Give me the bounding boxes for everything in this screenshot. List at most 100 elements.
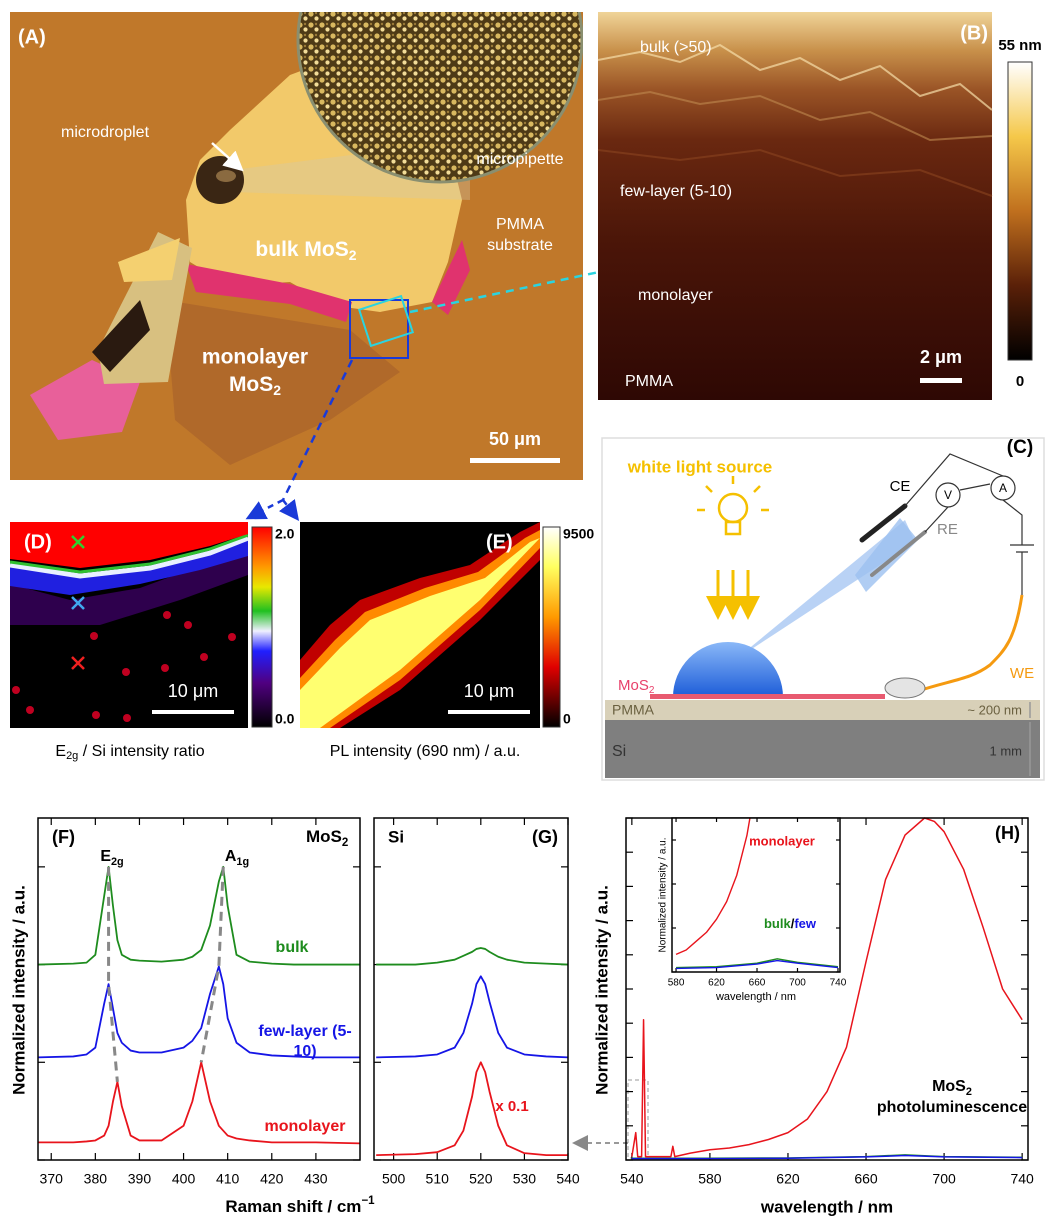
map-edge xyxy=(10,533,248,574)
text: MoS xyxy=(229,373,273,396)
dashed-arrow xyxy=(409,261,623,314)
colorbar xyxy=(542,526,561,728)
si-layer xyxy=(605,720,1040,778)
peak-label: E2g xyxy=(100,848,123,867)
series-label: few-layer (5-10) xyxy=(258,1023,351,1060)
map-spots xyxy=(12,611,236,722)
flake-dark xyxy=(92,300,150,372)
circle xyxy=(12,686,20,694)
panel-label: (C) xyxy=(1007,437,1033,458)
spectrum xyxy=(676,958,839,969)
contact xyxy=(884,677,926,699)
chart-title: Si xyxy=(388,827,404,846)
circle xyxy=(92,711,100,719)
annotation: micropipette xyxy=(476,151,563,168)
flake xyxy=(118,238,180,282)
annotation: V xyxy=(944,488,952,502)
annotation: MoS2 xyxy=(618,677,655,696)
x-tick-label: 660 xyxy=(749,978,766,989)
spectrum xyxy=(38,1061,361,1145)
scale-bar-label: 10 μm xyxy=(168,681,218,701)
panel-label: (A) xyxy=(18,26,46,48)
spectrum xyxy=(376,975,569,1059)
circle xyxy=(26,706,34,714)
region-label: bulk (>50) xyxy=(640,39,712,56)
x-tick-label: 390 xyxy=(128,1171,152,1187)
colorbar xyxy=(1007,61,1033,361)
path xyxy=(71,596,85,610)
droplet xyxy=(673,642,783,697)
separator: / xyxy=(791,916,795,931)
working-electrode xyxy=(914,594,1024,694)
map-region xyxy=(300,538,540,728)
x-tick-label: 400 xyxy=(172,1171,196,1187)
annotation: ~ 200 nm xyxy=(967,702,1022,717)
annotation: substrate xyxy=(487,237,553,254)
subscript: 2 xyxy=(649,685,655,696)
y-axis-label: Normalized intensity / a.u. xyxy=(592,885,611,1095)
region-label: PMMA xyxy=(625,373,673,390)
pipette-cone xyxy=(735,520,915,660)
path xyxy=(71,535,85,549)
x-axis-label: wavelength / nm xyxy=(760,1197,893,1216)
caption: PL intensity (690 nm) / a.u. xyxy=(330,743,521,760)
counter-electrode xyxy=(859,503,908,543)
panel-label: (E) xyxy=(486,531,513,553)
annotation: monolayer xyxy=(202,346,308,369)
panel-label: (G) xyxy=(532,827,558,847)
afm-image xyxy=(597,12,1033,400)
scale-bar-label: 50 μm xyxy=(489,429,541,449)
annotation: white light source xyxy=(627,457,773,476)
circle xyxy=(123,714,131,722)
terrace xyxy=(597,90,993,142)
annotation: WE xyxy=(1010,665,1034,682)
bulb-rays xyxy=(697,476,769,512)
inset-background xyxy=(672,818,840,972)
terrace xyxy=(597,148,993,197)
x-tick-label: 740 xyxy=(1010,1171,1034,1187)
dashed-arrow xyxy=(245,498,284,520)
panel-label: (B) xyxy=(960,22,988,44)
x-tick-label: 580 xyxy=(698,1171,722,1187)
y-axis-label: Normalized intensity / a.u. xyxy=(9,885,28,1095)
scale-bar-label: 2 μm xyxy=(920,347,962,367)
plot-frame xyxy=(373,817,569,1161)
colorbar xyxy=(251,526,273,728)
peak-guide xyxy=(107,866,119,1082)
y-axis-label: Normalized intensity / a.u. xyxy=(658,837,669,952)
voltmeter xyxy=(935,482,961,508)
chart-title: MoS2 xyxy=(306,827,348,849)
micrograph xyxy=(10,12,583,480)
x-tick-label: 540 xyxy=(620,1171,644,1187)
annotation: Si xyxy=(612,743,626,760)
caption: E2g / Si intensity ratio xyxy=(55,743,204,762)
annotation: x 0.1 xyxy=(495,1098,528,1115)
roi-box xyxy=(357,294,415,348)
x-tick-label: 510 xyxy=(426,1171,450,1187)
roi-box xyxy=(349,299,409,359)
scale-bar-label: 10 μm xyxy=(464,681,514,701)
x-tick-label: 540 xyxy=(556,1171,580,1187)
spectrum xyxy=(376,947,569,966)
colorbar-label: 2.0 xyxy=(275,526,295,542)
x-tick-label: 580 xyxy=(668,978,685,989)
series-label: bulk/few xyxy=(764,916,817,931)
text: E xyxy=(100,848,111,865)
circle xyxy=(90,632,98,640)
colorbar-label: 0 xyxy=(563,711,571,727)
text: A xyxy=(225,848,237,865)
subscript: 2 xyxy=(966,1086,972,1098)
x-axis-label: Raman shift / cm−1 xyxy=(225,1195,375,1216)
circle xyxy=(163,611,171,619)
panel-label: (D) xyxy=(24,531,52,553)
annotation: MoS2 xyxy=(229,373,281,398)
subscript: 2g xyxy=(111,856,124,868)
text: bulk MoS xyxy=(255,238,348,261)
spectrum xyxy=(631,817,1023,1158)
plot-frame xyxy=(37,817,361,1161)
circle xyxy=(200,653,208,661)
terrace xyxy=(597,43,993,111)
x-tick-label: 500 xyxy=(382,1171,406,1187)
monolayer-region xyxy=(165,300,400,465)
